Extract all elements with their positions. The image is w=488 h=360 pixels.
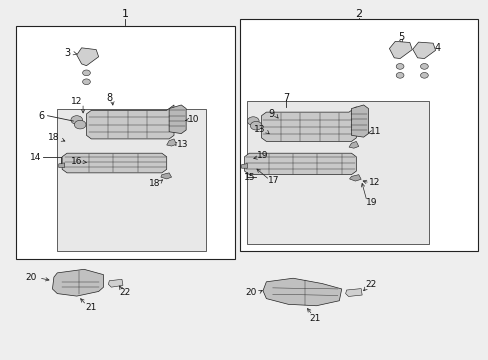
Text: 2: 2	[354, 9, 362, 19]
Text: 10: 10	[187, 115, 199, 124]
Text: 21: 21	[85, 303, 97, 312]
Text: 1: 1	[122, 9, 129, 19]
Circle shape	[420, 64, 427, 69]
Circle shape	[74, 120, 86, 129]
Text: 16: 16	[71, 157, 82, 166]
Polygon shape	[261, 107, 356, 141]
Text: 20: 20	[26, 273, 37, 282]
Circle shape	[82, 70, 90, 76]
Text: 19: 19	[257, 151, 268, 160]
Text: 11: 11	[369, 127, 381, 136]
Polygon shape	[161, 173, 171, 179]
Text: 5: 5	[397, 32, 404, 42]
Circle shape	[71, 116, 82, 124]
Polygon shape	[108, 279, 122, 287]
Polygon shape	[166, 139, 176, 146]
Text: 19: 19	[366, 198, 377, 207]
Bar	[57, 109, 205, 251]
Circle shape	[250, 121, 262, 130]
Text: 12: 12	[368, 178, 380, 187]
Circle shape	[82, 79, 90, 85]
Bar	[16, 26, 234, 258]
Text: 4: 4	[434, 43, 440, 53]
Text: 3: 3	[64, 48, 70, 58]
Polygon shape	[345, 289, 362, 296]
Text: 6: 6	[38, 111, 44, 121]
Polygon shape	[351, 105, 368, 137]
Polygon shape	[388, 41, 411, 59]
Text: 20: 20	[244, 288, 256, 297]
Text: 21: 21	[309, 314, 320, 323]
Circle shape	[420, 72, 427, 78]
Text: 18: 18	[148, 179, 160, 188]
Polygon shape	[59, 163, 64, 167]
Polygon shape	[52, 269, 103, 296]
Polygon shape	[349, 175, 361, 181]
Text: 9: 9	[267, 109, 274, 119]
Text: 18: 18	[48, 133, 60, 142]
Text: 22: 22	[365, 280, 376, 289]
Circle shape	[395, 64, 403, 69]
Polygon shape	[169, 105, 186, 134]
Polygon shape	[62, 153, 166, 173]
Text: 8: 8	[106, 93, 112, 103]
Text: 12: 12	[71, 97, 82, 106]
Text: 17: 17	[267, 176, 279, 185]
Polygon shape	[241, 163, 247, 168]
Text: 13: 13	[254, 126, 265, 135]
Circle shape	[395, 72, 403, 78]
Text: 13: 13	[176, 140, 187, 149]
Text: 22: 22	[120, 288, 131, 297]
Polygon shape	[244, 153, 356, 175]
Text: 7: 7	[282, 93, 288, 103]
Polygon shape	[348, 141, 358, 148]
Bar	[246, 102, 428, 244]
Bar	[239, 19, 477, 251]
Text: 15: 15	[243, 173, 255, 182]
Polygon shape	[263, 278, 341, 306]
Polygon shape	[77, 48, 99, 66]
Text: 14: 14	[30, 153, 41, 162]
Circle shape	[247, 117, 259, 125]
Polygon shape	[86, 105, 174, 139]
Polygon shape	[412, 42, 435, 59]
